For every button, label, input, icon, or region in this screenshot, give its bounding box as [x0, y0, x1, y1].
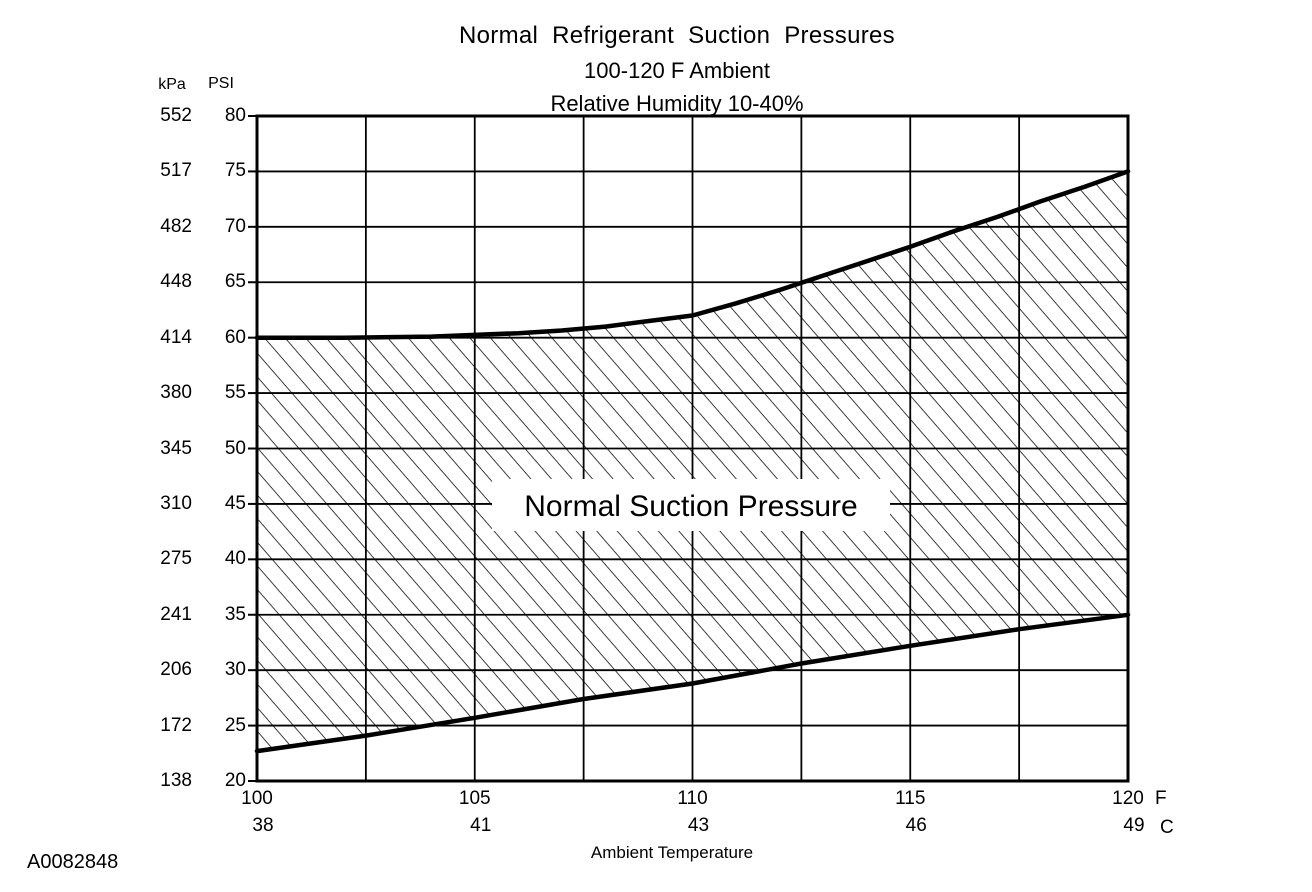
y-tick-label-kpa: 448: [160, 271, 192, 293]
y-tick-label-kpa: 275: [160, 548, 192, 570]
y-tick-label-kpa: 552: [160, 105, 192, 126]
x-tick-label-celsius: 41: [470, 815, 492, 836]
region-label: Normal Suction Pressure: [524, 490, 857, 523]
x-tick-label-celsius: 38: [252, 815, 274, 836]
y-tick-label-psi: 65: [224, 271, 246, 293]
upper-limit-curve: [254, 169, 1131, 340]
normal-range-band: [257, 171, 1128, 752]
kpa-axis-unit-label: kPa: [158, 76, 186, 93]
chart-subtitle-humidity: Relative Humidity 10-40%: [550, 91, 804, 116]
x-tick-label-celsius: 43: [687, 815, 710, 836]
x-tick-label-fahrenheit: 115: [895, 788, 926, 809]
y-tick-label-psi: 30: [224, 659, 246, 681]
y-tick-label-psi: 45: [224, 492, 246, 514]
y-tick-label-kpa: 380: [160, 382, 192, 404]
x-tick-label-fahrenheit: 100: [241, 788, 273, 809]
fahrenheit-unit-label: F: [1155, 788, 1167, 809]
y-tick-label-psi: 40: [224, 548, 246, 570]
x-tick-label-fahrenheit: 105: [458, 788, 491, 809]
plot-border: [255, 114, 1130, 783]
y-tick-label-psi: 25: [224, 714, 246, 736]
y-tick-label-psi: 20: [224, 770, 246, 791]
x-tick-label-celsius: 49: [1123, 815, 1145, 836]
y-tick-label-kpa: 241: [160, 603, 192, 625]
y-tick-label-kpa: 138: [160, 770, 192, 791]
y-tick-label-psi: 70: [224, 215, 246, 237]
y-tick-label-kpa: 482: [160, 215, 192, 237]
y-tick-label-psi: 55: [224, 382, 246, 404]
y-tick-label-kpa: 172: [160, 714, 192, 736]
chart-subtitle-ambient: 100-120 F Ambient: [584, 58, 770, 83]
chart-title: Normal Refrigerant Suction Pressures: [459, 22, 895, 49]
region-label-box: [492, 479, 890, 531]
x-tick-label-celsius: 46: [905, 815, 927, 836]
x-tick-label-fahrenheit: 110: [677, 788, 708, 809]
psi-axis-unit-label: PSI: [208, 75, 234, 92]
y-tick-label-psi: 60: [224, 326, 246, 348]
y-tick-label-kpa: 414: [160, 326, 192, 348]
x-axis-title: Ambient Temperature: [590, 843, 754, 862]
chart-title-block: Normal Refrigerant Suction Pressures 100…: [257, 22, 1097, 117]
celsius-unit-label: C: [1160, 817, 1174, 838]
y-tick-label-psi: 35: [224, 603, 246, 625]
pressure-band-plot: Normal Suction Pressure: [248, 114, 1131, 783]
y-tick-label-kpa: 310: [160, 492, 192, 514]
figure-id: A0082848: [27, 851, 119, 873]
y-tick-label-kpa: 517: [160, 160, 192, 182]
y-tick-label-psi: 75: [224, 160, 246, 182]
lower-limit-curve: [254, 612, 1131, 754]
y-tick-label-kpa: 206: [160, 659, 192, 681]
y-tick-label-kpa: 345: [160, 437, 192, 459]
y-tick-label-psi: 50: [224, 437, 246, 459]
y-tick-label-psi: 80: [224, 105, 246, 126]
x-tick-label-fahrenheit: 120: [1112, 788, 1144, 809]
